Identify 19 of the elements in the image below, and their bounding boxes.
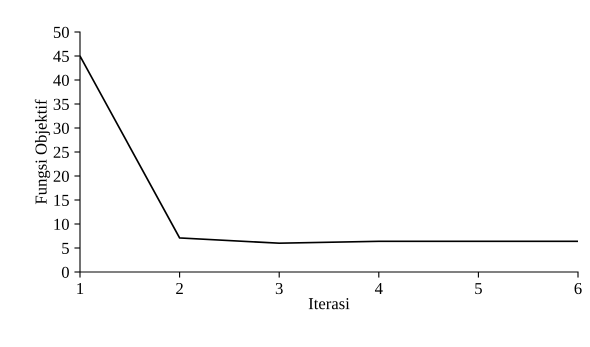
y-tick-label: 45 [53,50,69,62]
x-tick-label: 4 [374,283,383,294]
y-tick-label: 10 [54,218,69,230]
y-tick-label: 5 [62,242,69,254]
y-tick-label: 20 [54,170,69,182]
y-tick-label: 0 [62,266,69,278]
x-tick-label: 5 [475,283,482,294]
x-tick-label: 6 [574,282,582,294]
y-tick-label: 40 [53,74,69,86]
y-tick-label: 35 [54,98,69,110]
y-axis-title: Fungsi Objektif [34,99,50,204]
x-axis-title: Iterasi [308,298,350,310]
y-tick-label: 30 [54,122,69,134]
y-tick-label: 50 [54,26,69,38]
x-tick-label: 1 [77,282,84,294]
y-tick-label: 15 [54,194,69,206]
x-tick-label: 2 [176,282,183,294]
y-tick-label: 25 [54,146,69,158]
x-tick-label: 3 [276,282,283,294]
